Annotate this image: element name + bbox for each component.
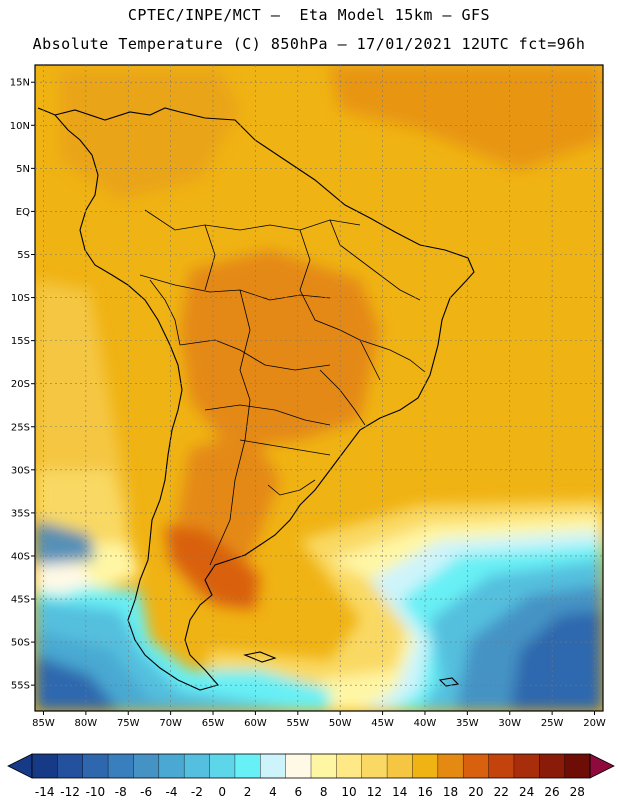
lon-label: 60W xyxy=(244,718,267,729)
colorbar-label: -6 xyxy=(140,785,152,799)
lat-label: 15S xyxy=(11,336,30,347)
colorbar-label: 18 xyxy=(443,785,458,799)
colorbar-label: 6 xyxy=(294,785,302,799)
lat-label: 5N xyxy=(16,164,30,175)
colorbar-swatch xyxy=(209,754,236,778)
lat-label: EQ xyxy=(16,207,30,218)
colorbar-label: 24 xyxy=(519,785,534,799)
colorbar-label: 20 xyxy=(468,785,483,799)
colorbar-swatch xyxy=(184,754,210,778)
lon-label: 30W xyxy=(498,718,521,729)
chart-title-line2: Absolute Temperature (C) 850hPa – 17/01/… xyxy=(32,35,586,53)
lon-label: 50W xyxy=(329,718,352,729)
colorbar-swatch xyxy=(361,754,388,778)
lon-label: 70W xyxy=(159,718,182,729)
lat-label: 10N xyxy=(10,121,30,132)
colorbar-swatch xyxy=(488,754,515,778)
colorbar-label: 16 xyxy=(417,785,432,799)
colorbar-label: 14 xyxy=(392,785,407,799)
colorbar-swatch xyxy=(57,754,84,778)
colorbar-swatch xyxy=(108,754,134,778)
lon-label: 25W xyxy=(541,718,564,729)
colorbar-label: 10 xyxy=(341,785,356,799)
lat-label: 15N xyxy=(10,78,30,89)
colorbar-label: 26 xyxy=(544,785,559,799)
lat-label: 50S xyxy=(11,638,30,649)
colorbar-label: -14 xyxy=(35,785,55,799)
lon-label: 75W xyxy=(117,718,140,729)
colorbar-swatch xyxy=(133,754,160,778)
colorbar-label: 22 xyxy=(494,785,509,799)
colorbar-swatch xyxy=(412,754,439,778)
lon-label: 65W xyxy=(202,718,225,729)
lon-label: 80W xyxy=(75,718,98,729)
lat-label: 45S xyxy=(11,595,30,606)
lon-label: 20W xyxy=(583,718,606,729)
colorbar-label: 2 xyxy=(244,785,252,799)
colorbar-label: 28 xyxy=(570,785,585,799)
colorbar-label: 0 xyxy=(218,785,226,799)
map-frame xyxy=(34,64,604,712)
lat-label: 35S xyxy=(11,508,30,519)
country-borders xyxy=(139,209,426,566)
colorbar-swatch xyxy=(387,754,413,778)
colorbar-label: 4 xyxy=(269,785,277,799)
colorbar-swatch xyxy=(234,754,261,778)
lat-label: 40S xyxy=(11,551,30,562)
lon-label: 35W xyxy=(456,718,479,729)
lat-label: 25S xyxy=(11,422,30,433)
lon-label: 40W xyxy=(414,718,437,729)
lon-label: 45W xyxy=(371,718,394,729)
colorbar-swatch xyxy=(311,754,337,778)
lat-label: 20S xyxy=(11,379,30,390)
colorbar-swatch xyxy=(285,754,312,778)
colorbar-swatch xyxy=(564,754,591,778)
coastline xyxy=(37,107,475,691)
lon-label: 55W xyxy=(286,718,309,729)
colorbar-swatch xyxy=(463,754,489,778)
colorbar-over-arrow xyxy=(589,753,615,779)
lat-label: 55S xyxy=(11,681,30,692)
colorbar-under-arrow xyxy=(7,753,33,779)
colorbar-label: -2 xyxy=(191,785,203,799)
colorbar-label: -12 xyxy=(60,785,80,799)
colorbar-swatch xyxy=(513,754,540,778)
colorbar-label: -10 xyxy=(86,785,106,799)
colorbar-swatch xyxy=(82,754,109,778)
colorbar-label: 12 xyxy=(367,785,382,799)
colorbar-label: -8 xyxy=(115,785,127,799)
lat-label: 5S xyxy=(17,250,30,261)
lon-label: 85W xyxy=(32,718,55,729)
colorbar-label: -4 xyxy=(166,785,178,799)
temperature-field xyxy=(35,65,603,711)
lat-label: 30S xyxy=(11,465,30,476)
colorbar-swatch xyxy=(260,754,286,778)
colorbar-label: 8 xyxy=(320,785,328,799)
chart-title-line1: CPTEC/INPE/MCT – Eta Model 15km – GFS xyxy=(127,6,491,24)
colorbar-swatch xyxy=(437,754,464,778)
colorbar-swatch xyxy=(539,754,565,778)
colorbar-swatch xyxy=(32,754,58,778)
colorbar-swatch xyxy=(158,754,185,778)
lat-label: 10S xyxy=(11,293,30,304)
colorbar-swatch xyxy=(336,754,363,778)
